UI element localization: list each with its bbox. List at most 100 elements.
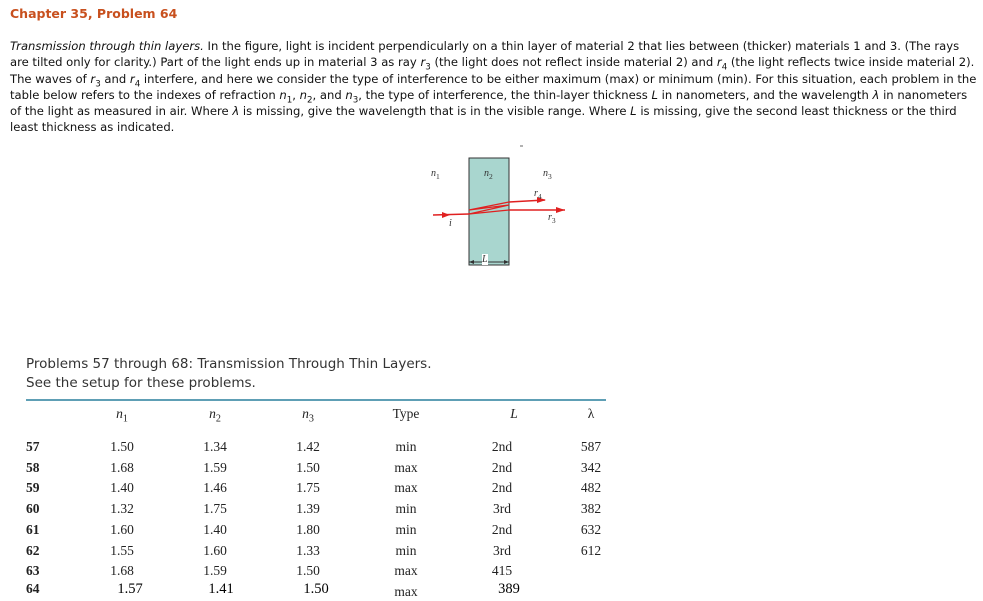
ray [432, 213, 470, 216]
cell: min [395, 501, 417, 517]
title: Chapter 35, Problem 64 [10, 6, 178, 21]
italic-text: λ [872, 87, 880, 102]
cell: 2nd [491, 521, 513, 537]
cell: 1.75 [203, 501, 227, 517]
cell: min [395, 521, 417, 537]
text: (the light does not reflect inside mater… [430, 55, 717, 70]
cell: min [395, 542, 417, 558]
text: in nanometers, and the wavelength [657, 87, 873, 102]
table-caption: Problems 57 through 68: Transmission Thr… [26, 355, 432, 393]
italic-text: L [510, 406, 518, 421]
cell: 415 [491, 563, 513, 579]
italic-text: r [534, 188, 538, 199]
cell: 2nd [491, 480, 513, 496]
italic-text: n [299, 87, 307, 102]
subscript: 1 [286, 95, 293, 106]
cell: 1.59 [203, 459, 227, 475]
cell: 3rd [493, 542, 511, 558]
cell: 1.40 [110, 480, 134, 496]
row-label: 64 [26, 580, 40, 596]
row-label: 57 [26, 439, 40, 454]
problem-text: Transmission through thin layers. In the… [10, 38, 978, 136]
cell: 1.60 [203, 542, 227, 558]
italic-text: r [90, 71, 96, 86]
ray [468, 209, 510, 215]
cell: 632 [580, 521, 602, 537]
arrowhead [504, 260, 509, 264]
cell: 482 [580, 480, 602, 496]
cell: 1.60 [110, 521, 134, 537]
text: and [100, 71, 130, 86]
cell: 1.50 [110, 439, 134, 454]
text: is missing, give the second least thickn… [10, 104, 957, 135]
italic-text: r [548, 212, 552, 223]
column-header: n2 [209, 406, 221, 425]
text: in nanometers of the light as measured i… [10, 87, 968, 119]
cell: 3rd [493, 501, 511, 517]
cell: 1.68 [110, 563, 134, 579]
italic-text: n [543, 168, 548, 179]
arrowhead [556, 207, 565, 213]
cell: 1.42 [296, 439, 320, 454]
text: interfere, and here we consider the type… [10, 71, 977, 102]
figure-label: n1 [431, 168, 440, 181]
figure-label: r4 [534, 188, 542, 201]
cell: 1.46 [203, 480, 227, 496]
figure-label: r3 [548, 212, 556, 224]
cell: 1.59 [203, 563, 227, 579]
subscript: 4 [134, 78, 141, 89]
column-header: L [510, 406, 518, 422]
row-label: 63 [26, 563, 40, 579]
italic-text: n [431, 168, 436, 179]
subscript: 4 [537, 192, 542, 201]
cell: 1.80 [296, 521, 320, 537]
subscript: 1 [436, 172, 440, 181]
italic-text: Transmission through thin layers. [10, 39, 204, 53]
text: , the type of interference, the thin-lay… [358, 87, 652, 102]
cell: 382 [580, 501, 602, 517]
cell: 1.41 [208, 580, 234, 597]
arrowhead [469, 260, 474, 264]
subscript: 1 [122, 413, 128, 425]
caption-line: Problems 57 through 68: Transmission Thr… [26, 356, 432, 372]
arrowhead [442, 212, 450, 218]
cell: 1.55 [110, 542, 134, 558]
cell: 2nd [491, 439, 513, 454]
rule [26, 399, 606, 401]
text: λ [587, 406, 595, 421]
subscript: 4 [721, 62, 728, 73]
figure-label: n2 [484, 168, 493, 180]
arrowhead [537, 197, 546, 203]
row-label: 60 [26, 501, 40, 517]
italic-text: n [302, 406, 309, 421]
subscript: 2 [306, 95, 313, 106]
cell: max [394, 459, 418, 475]
cell: 389 [498, 580, 520, 597]
cell: 1.34 [203, 439, 227, 454]
reflections [468, 201, 510, 215]
row-label: 58 [26, 459, 40, 475]
cell: 1.57 [117, 580, 143, 597]
cell: 1.39 [296, 501, 320, 517]
cell: 1.32 [110, 501, 134, 517]
italic-text: n [484, 168, 489, 179]
italic-text: i [449, 218, 452, 229]
cell: 1.33 [296, 542, 320, 558]
italic-text: λ [232, 104, 240, 119]
cell: 1.40 [203, 521, 227, 537]
text: (the light reflects twice inside materia… [10, 55, 975, 86]
column-header: n3 [302, 406, 314, 425]
cell: min [395, 439, 417, 454]
italic-text: r [420, 55, 426, 70]
figure [432, 145, 565, 266]
subscript: 2 [215, 413, 221, 425]
cell: 1.68 [110, 459, 134, 475]
cell: 612 [580, 542, 602, 558]
column-header: Type [393, 406, 420, 422]
text: Type [392, 406, 420, 421]
text: , and [312, 87, 346, 102]
subscript: 3 [352, 95, 359, 106]
cell: 1.50 [296, 563, 320, 579]
subscript: 3 [308, 413, 314, 425]
